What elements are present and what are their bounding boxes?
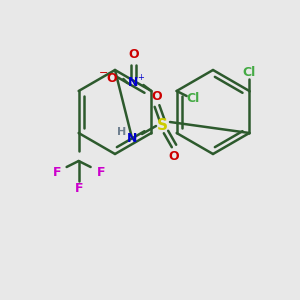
Text: Cl: Cl (186, 92, 199, 106)
Text: N: N (127, 131, 137, 145)
Text: S: S (157, 118, 167, 134)
Text: F: F (96, 167, 105, 179)
Text: −: − (99, 68, 108, 78)
Text: O: O (152, 89, 162, 103)
Text: Cl: Cl (243, 67, 256, 80)
Text: O: O (106, 73, 117, 85)
Text: O: O (169, 149, 179, 163)
Text: +: + (137, 74, 144, 82)
Text: F: F (52, 167, 61, 179)
Text: F: F (74, 182, 83, 196)
Text: N: N (128, 76, 139, 89)
Text: H: H (117, 127, 127, 137)
Text: O: O (128, 49, 139, 62)
